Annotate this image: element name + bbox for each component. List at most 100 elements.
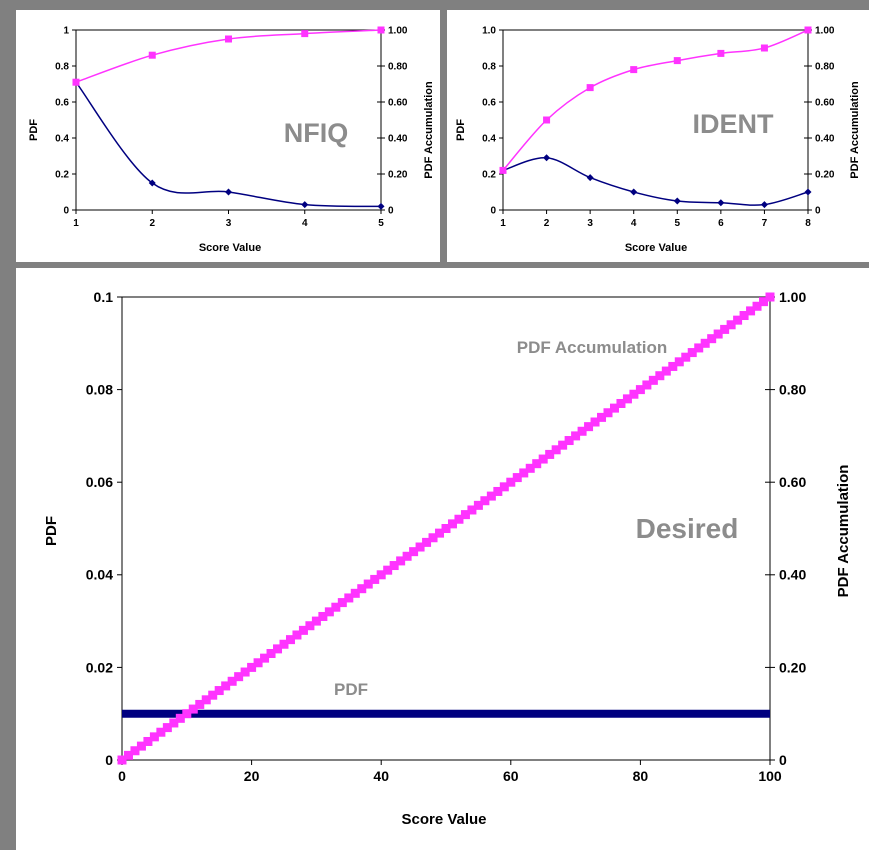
ident-y-tick-label: 1.0: [482, 26, 496, 37]
desired-accum-point: [240, 667, 250, 677]
nfiq-x-tick-label: 2: [149, 218, 155, 229]
desired-accum-point: [713, 329, 723, 339]
nfiq-y-tick-label: 0.2: [55, 170, 69, 181]
desired-x-tick-label: 20: [244, 768, 260, 784]
desired-accum-point: [674, 357, 684, 367]
desired-accum-point: [175, 713, 185, 723]
desired-accum-point: [298, 625, 308, 635]
ident-accum-point: [543, 116, 551, 124]
nfiq-y-tick-label: 0: [63, 206, 69, 217]
ident-x-tick-label: 7: [762, 218, 768, 229]
desired-accum-point: [285, 635, 295, 645]
desired-accum-point: [260, 653, 270, 663]
desired-accum-point: [635, 385, 645, 395]
ident-y-tick-label: 0.8: [482, 62, 496, 73]
desired-accum-point: [486, 491, 496, 501]
ident-pdf-point: [717, 199, 725, 207]
desired-y2-tick-label: 0.60: [779, 474, 806, 490]
desired-accum-point: [422, 537, 432, 547]
desired-accum-point: [765, 292, 775, 302]
desired-y2-tick-label: 1.00: [779, 289, 806, 305]
nfiq-accum-point: [301, 30, 309, 38]
desired-accum-point: [389, 561, 399, 571]
desired-accum-point: [551, 445, 561, 455]
desired-accum-point: [752, 301, 762, 311]
nfiq-annotation: NFIQ: [284, 118, 349, 148]
nfiq-y-tick-label: 0.6: [55, 98, 69, 109]
ident-x-tick-label: 5: [675, 218, 681, 229]
ident-pdf-point: [543, 154, 551, 162]
ident-y2-tick-label: 0.80: [815, 62, 835, 73]
desired-accum-point: [136, 741, 146, 751]
desired-y-axis-label: PDF: [43, 516, 60, 546]
desired-accum-point: [292, 630, 302, 640]
desired-accum-point: [376, 570, 386, 580]
desired-accum-point: [460, 510, 470, 520]
ident-pdf-point: [804, 188, 812, 196]
desired-accum-point: [577, 426, 587, 436]
desired-accum-point: [117, 755, 127, 765]
desired-accum-point: [162, 723, 172, 733]
desired-y2-axis-label: PDF Accumulation: [835, 465, 852, 598]
nfiq-accum-point: [377, 26, 385, 34]
nfiq-x-tick-label: 5: [378, 218, 384, 229]
nfiq-chart: 1 2 3 4 500.20.40.60.8100.200.400.600.801.00…: [28, 26, 435, 255]
desired-accum-point: [234, 672, 244, 682]
desired-y-tick-label: 0.1: [94, 289, 114, 305]
nfiq-x-tick-label: 4: [302, 218, 308, 229]
desired-accum-point: [564, 436, 574, 446]
desired-accum-point: [746, 306, 756, 316]
ident-x-tick-label: 3: [587, 218, 593, 229]
desired-accum-point: [227, 676, 237, 686]
desired-accum-point: [318, 611, 328, 621]
desired-y-tick-label: 0: [105, 752, 113, 768]
desired-x-tick-label: 40: [373, 768, 389, 784]
desired-accum-point: [447, 519, 457, 529]
desired-accum-point: [733, 315, 743, 325]
ident-x-tick-label: 2: [544, 218, 550, 229]
ident-y-tick-label: 0: [490, 206, 496, 217]
desired-x-axis-label: Score Value: [401, 811, 486, 828]
desired-x-tick-label: 0: [118, 768, 126, 784]
desired-accum-point: [130, 746, 140, 756]
desired-accum-point: [441, 524, 451, 533]
desired-accum-point: [506, 477, 516, 487]
desired-accum-point: [467, 505, 477, 515]
ident-accum-point: [717, 49, 725, 57]
desired-accum-point: [473, 500, 483, 510]
desired-accum-point: [311, 616, 321, 626]
desired-accum-point: [208, 690, 218, 700]
desired-accum-point: [655, 371, 665, 381]
ident-y2-tick-label: 0.40: [815, 134, 835, 145]
desired-accum-point: [558, 440, 568, 450]
desired-pdf-series-label: PDF: [334, 680, 368, 699]
desired-accum-point: [123, 750, 133, 760]
desired-annotation: Desired: [636, 513, 739, 544]
ident-y-tick-label: 0.2: [482, 170, 496, 181]
desired-y2-tick-label: 0.40: [779, 567, 806, 583]
desired-accum-point: [149, 732, 159, 742]
desired-accum-point: [597, 412, 607, 422]
ident-x-axis-label: Score Value: [625, 242, 687, 254]
desired-accum-point: [642, 380, 652, 390]
desired-accum-point: [363, 579, 373, 589]
desired-plot-frame: [121, 296, 771, 761]
desired-accum-point: [143, 736, 153, 746]
nfiq-x-axis-label: Score Value: [199, 242, 261, 254]
desired-accum-point: [396, 556, 406, 566]
desired-accum-point: [383, 565, 393, 575]
desired-accum-point: [694, 343, 704, 353]
desired-accum-point: [545, 449, 555, 459]
ident-annotation: IDENT: [693, 109, 775, 139]
ident-y2-axis-label: PDF Accumulation: [849, 81, 861, 179]
nfiq-pdf-line: [75, 81, 382, 208]
desired-accum-point: [739, 311, 749, 321]
ident-accum-point: [673, 57, 681, 65]
desired-accum-point: [214, 686, 224, 696]
desired-accum-point: [454, 514, 464, 524]
desired-x-tick-label: 100: [758, 768, 782, 784]
ident-pdf-point: [760, 201, 768, 209]
nfiq-y2-tick-label: 0.20: [388, 170, 408, 181]
nfiq-accum-point: [72, 78, 80, 86]
ident-accum-point: [760, 44, 768, 52]
